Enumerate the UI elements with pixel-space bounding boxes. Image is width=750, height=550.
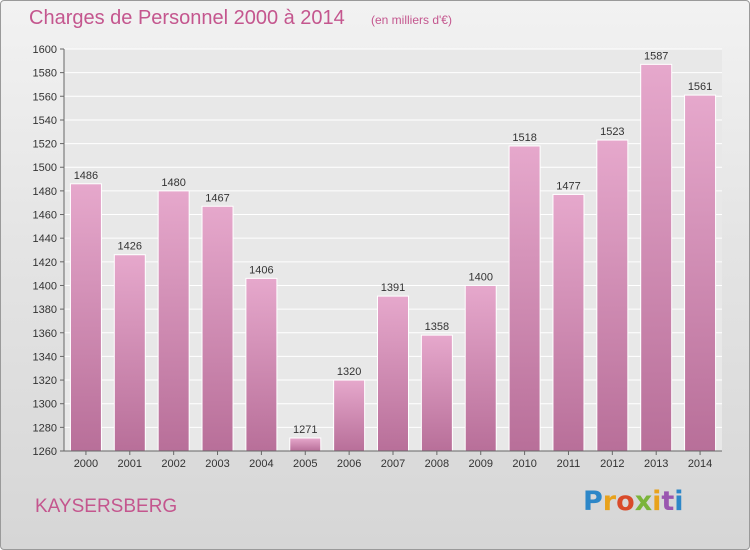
y-tick-label: 1540 bbox=[33, 115, 57, 127]
y-tick-label: 1260 bbox=[33, 446, 57, 458]
y-tick-label: 1580 bbox=[33, 68, 57, 80]
bar bbox=[201, 205, 234, 452]
data-label: 1480 bbox=[161, 177, 185, 189]
logo-letter: r bbox=[602, 486, 617, 517]
logo-letter: i bbox=[652, 486, 662, 517]
y-tick-label: 1400 bbox=[33, 280, 57, 292]
bar bbox=[552, 193, 585, 452]
bar bbox=[289, 437, 322, 452]
data-label: 1523 bbox=[600, 126, 624, 138]
x-tick-label: 2010 bbox=[512, 458, 536, 470]
bar bbox=[596, 139, 629, 452]
logo-letter: i bbox=[674, 486, 684, 517]
bar bbox=[420, 334, 453, 452]
y-tick-label: 1600 bbox=[33, 44, 57, 56]
y-tick-label: 1480 bbox=[33, 186, 57, 198]
commune-name: KAYSERSBERG bbox=[35, 496, 178, 517]
data-label: 1406 bbox=[249, 264, 273, 276]
bar bbox=[640, 63, 673, 452]
x-tick-label: 2004 bbox=[249, 458, 273, 470]
bar bbox=[69, 183, 102, 452]
logo-letter: o bbox=[616, 486, 635, 517]
logo-letter: P bbox=[583, 486, 603, 517]
data-label: 1320 bbox=[337, 366, 361, 378]
x-tick-label: 2003 bbox=[205, 458, 229, 470]
y-tick-label: 1500 bbox=[33, 162, 57, 174]
y-tick-label: 1380 bbox=[33, 304, 57, 316]
data-label: 1467 bbox=[205, 192, 229, 204]
x-tick-label: 2001 bbox=[118, 458, 142, 470]
bar bbox=[508, 145, 541, 452]
logo-letter: t bbox=[661, 486, 675, 517]
y-tick-label: 1340 bbox=[33, 351, 57, 363]
x-tick-label: 2014 bbox=[688, 458, 712, 470]
y-axis-ticks: 1260 1280 1300 1320 1340 1360 1380 1400 1420 1440… bbox=[33, 44, 64, 458]
data-label: 1477 bbox=[556, 180, 580, 192]
y-tick-label: 1320 bbox=[33, 375, 57, 387]
y-tick-label: 1520 bbox=[33, 139, 57, 151]
x-tick-label: 2002 bbox=[161, 458, 185, 470]
y-tick-label: 1420 bbox=[33, 257, 57, 269]
data-label: 1561 bbox=[688, 81, 712, 93]
chart-subtitle: (en milliers d'€) bbox=[371, 13, 452, 27]
data-label: 1358 bbox=[425, 321, 449, 333]
data-label: 1271 bbox=[293, 424, 317, 436]
chart-title: Charges de Personnel 2000 à 2014 bbox=[29, 7, 345, 29]
bar bbox=[113, 254, 146, 452]
data-labels: 1486 1426 1480 1467 1406 1271 1320 1391 1358 1400… bbox=[74, 50, 713, 436]
data-label: 1587 bbox=[644, 50, 668, 62]
bar bbox=[684, 94, 717, 452]
bar bbox=[245, 277, 278, 452]
bar bbox=[377, 295, 409, 452]
x-tick-label: 2000 bbox=[74, 458, 98, 470]
y-tick-label: 1360 bbox=[33, 328, 57, 340]
y-tick-label: 1460 bbox=[33, 210, 57, 222]
x-tick-label: 2011 bbox=[557, 458, 581, 470]
x-axis-ticks: 2000 2001 2002 2003 2004 2005 2006 2007 2008 2009… bbox=[74, 451, 712, 470]
x-tick-label: 2008 bbox=[425, 458, 449, 470]
data-label: 1400 bbox=[468, 271, 492, 283]
y-tick-label: 1280 bbox=[33, 422, 57, 434]
bars bbox=[69, 63, 717, 452]
data-label: 1518 bbox=[512, 132, 536, 144]
bar bbox=[157, 190, 190, 452]
x-tick-label: 2013 bbox=[644, 458, 668, 470]
data-label: 1391 bbox=[381, 282, 405, 294]
x-tick-label: 2012 bbox=[600, 458, 624, 470]
y-tick-label: 1300 bbox=[33, 399, 57, 411]
data-label: 1426 bbox=[118, 241, 142, 253]
x-tick-label: 2009 bbox=[468, 458, 492, 470]
proxiti-logo: Proxiti bbox=[583, 486, 684, 517]
bar bbox=[464, 284, 497, 452]
logo-letter: x bbox=[634, 486, 653, 517]
x-tick-label: 2007 bbox=[381, 458, 405, 470]
data-label: 1486 bbox=[74, 170, 98, 182]
x-tick-label: 2006 bbox=[337, 458, 361, 470]
bar bbox=[333, 379, 366, 452]
y-tick-label: 1440 bbox=[33, 233, 57, 245]
y-tick-label: 1560 bbox=[33, 91, 57, 103]
x-tick-label: 2005 bbox=[293, 458, 317, 470]
